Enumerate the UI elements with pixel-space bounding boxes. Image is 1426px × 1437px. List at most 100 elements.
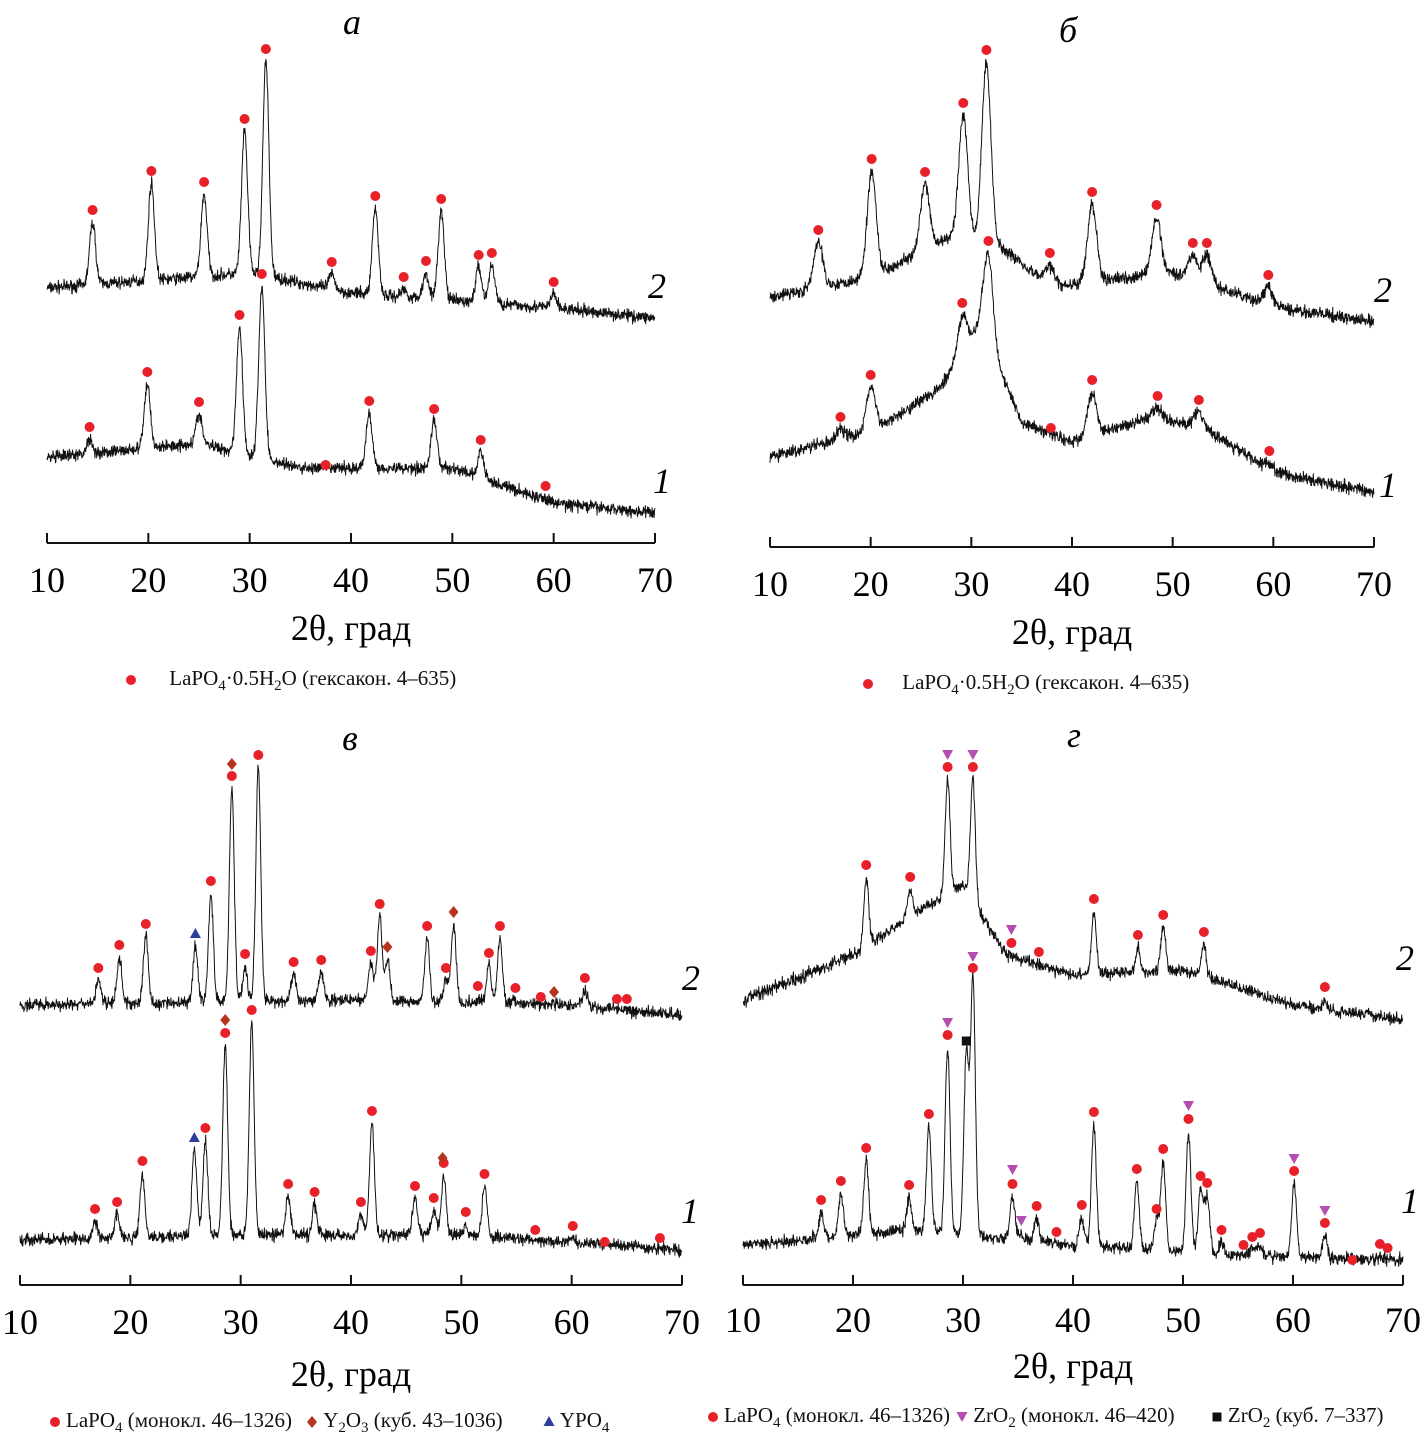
phase-marker xyxy=(220,1014,231,1026)
diffractogram-curve-2 xyxy=(742,774,1404,1026)
phase-marker xyxy=(1319,1206,1331,1216)
phase-marker xyxy=(530,1225,541,1235)
curve-number: 2 xyxy=(682,958,700,998)
curve-number: 1 xyxy=(1379,465,1397,505)
panel-a: а 10 20 30 40 50 60 70 2θ, град 2 1 xyxy=(29,2,673,648)
x-tick-label: 10 xyxy=(725,1300,761,1340)
x-tick-label: 40 xyxy=(333,1302,369,1342)
phase-marker xyxy=(621,994,632,1004)
x-tick-label: 10 xyxy=(2,1302,38,1342)
x-tick-label: 70 xyxy=(1356,564,1392,604)
circle-icon xyxy=(126,674,136,685)
phase-marker xyxy=(288,957,299,967)
phase-marker xyxy=(1087,187,1098,197)
phase-marker xyxy=(146,166,157,176)
diffractogram-curve-2 xyxy=(769,59,1375,329)
phase-marker xyxy=(942,762,953,772)
phase-marker xyxy=(84,422,95,432)
curve-number: 1 xyxy=(681,1191,699,1231)
legend-label-lapo4-hydrate: LaPO4·0.5H2O (гексакон. 4–635) xyxy=(902,670,1190,699)
x-tick-label: 20 xyxy=(835,1300,871,1340)
phase-marker xyxy=(549,986,560,998)
phase-marker xyxy=(475,435,486,445)
x-tick-label: 20 xyxy=(853,564,889,604)
legend-marker-zro2-mono xyxy=(955,1407,969,1428)
x-tick-label: 60 xyxy=(554,1302,590,1342)
phase-marker xyxy=(326,257,337,267)
panel-label: г xyxy=(1067,715,1081,755)
x-tick-label: 10 xyxy=(752,564,788,604)
legend-symbol xyxy=(863,678,873,689)
phase-marker xyxy=(1151,1204,1162,1214)
x-tick-label: 60 xyxy=(1275,1300,1311,1340)
phase-marker xyxy=(510,983,521,993)
phase-marker xyxy=(958,98,969,108)
phase-marker xyxy=(365,946,376,956)
phase-marker xyxy=(1045,423,1056,433)
phase-marker xyxy=(1264,446,1275,456)
phase-marker xyxy=(189,928,201,938)
phase-marker xyxy=(220,1028,231,1038)
phase-marker xyxy=(967,963,978,973)
phase-marker xyxy=(1382,1243,1393,1253)
phase-marker xyxy=(967,750,979,760)
phase-marker xyxy=(112,1197,123,1207)
legend-label-lapo4: LaPO4 (монокл. 46–1326) xyxy=(724,1403,950,1432)
phase-marker xyxy=(1263,270,1274,280)
phase-marker xyxy=(1151,200,1162,210)
phase-marker xyxy=(1216,1225,1227,1235)
phase-marker xyxy=(472,981,483,991)
legend-marker-zro2-cubic xyxy=(1210,1407,1224,1428)
phase-marker xyxy=(942,1030,953,1040)
x-tick-label: 60 xyxy=(1255,564,1291,604)
phase-marker xyxy=(983,236,994,246)
phase-marker xyxy=(486,248,497,258)
legend-symbol xyxy=(708,1411,718,1422)
phase-marker xyxy=(440,963,451,973)
phase-marker xyxy=(1288,1154,1300,1164)
circle-icon xyxy=(708,1411,718,1422)
phase-marker xyxy=(142,367,153,377)
x-tick-label: 40 xyxy=(333,560,369,600)
curve-number: 2 xyxy=(1374,270,1392,310)
phase-marker xyxy=(260,44,271,54)
curve-number: 1 xyxy=(1401,1181,1419,1221)
phase-marker xyxy=(1044,248,1055,258)
x-tick-label: 70 xyxy=(664,1302,700,1342)
triangle-up-icon xyxy=(543,1415,555,1426)
phase-marker xyxy=(1007,1179,1018,1189)
x-tick-label: 30 xyxy=(232,560,268,600)
phase-marker xyxy=(904,1180,915,1190)
legend-symbol xyxy=(126,674,136,685)
phase-marker xyxy=(548,277,559,287)
phase-marker xyxy=(1289,1166,1300,1176)
phase-marker xyxy=(1238,1240,1249,1250)
diffractogram-curve-1 xyxy=(742,969,1404,1267)
phase-marker xyxy=(579,973,590,983)
phase-marker xyxy=(942,750,954,760)
panel-v: в 10 20 30 40 50 60 70 2θ, град 2 1 xyxy=(2,718,700,1394)
phase-marker xyxy=(256,269,267,279)
phase-marker xyxy=(1195,1171,1206,1181)
legend-label-y2o3: Y2O3 (куб. 43–1036) xyxy=(323,1408,503,1437)
phase-marker xyxy=(923,1109,934,1119)
phase-marker xyxy=(611,994,622,1004)
phase-marker xyxy=(483,948,494,958)
phase-marker xyxy=(420,256,431,266)
phase-marker xyxy=(1006,938,1017,948)
legend-panel-a: LaPO4·0.5H2O (гексакон. 4–635) xyxy=(124,668,456,694)
phase-marker xyxy=(1319,982,1330,992)
phase-marker xyxy=(967,762,978,772)
phase-marker xyxy=(283,1179,294,1189)
x-tick-label: 50 xyxy=(1155,564,1191,604)
phase-marker xyxy=(865,370,876,380)
phase-marker xyxy=(1015,1216,1027,1226)
x-tick-label: 40 xyxy=(1054,564,1090,604)
phase-marker xyxy=(567,1221,578,1231)
x-tick-label: 60 xyxy=(536,560,572,600)
phase-marker xyxy=(436,194,447,204)
phase-marker xyxy=(967,952,979,962)
legend-marker-lapo4-hydrate xyxy=(124,670,138,691)
phase-marker xyxy=(654,1233,665,1243)
